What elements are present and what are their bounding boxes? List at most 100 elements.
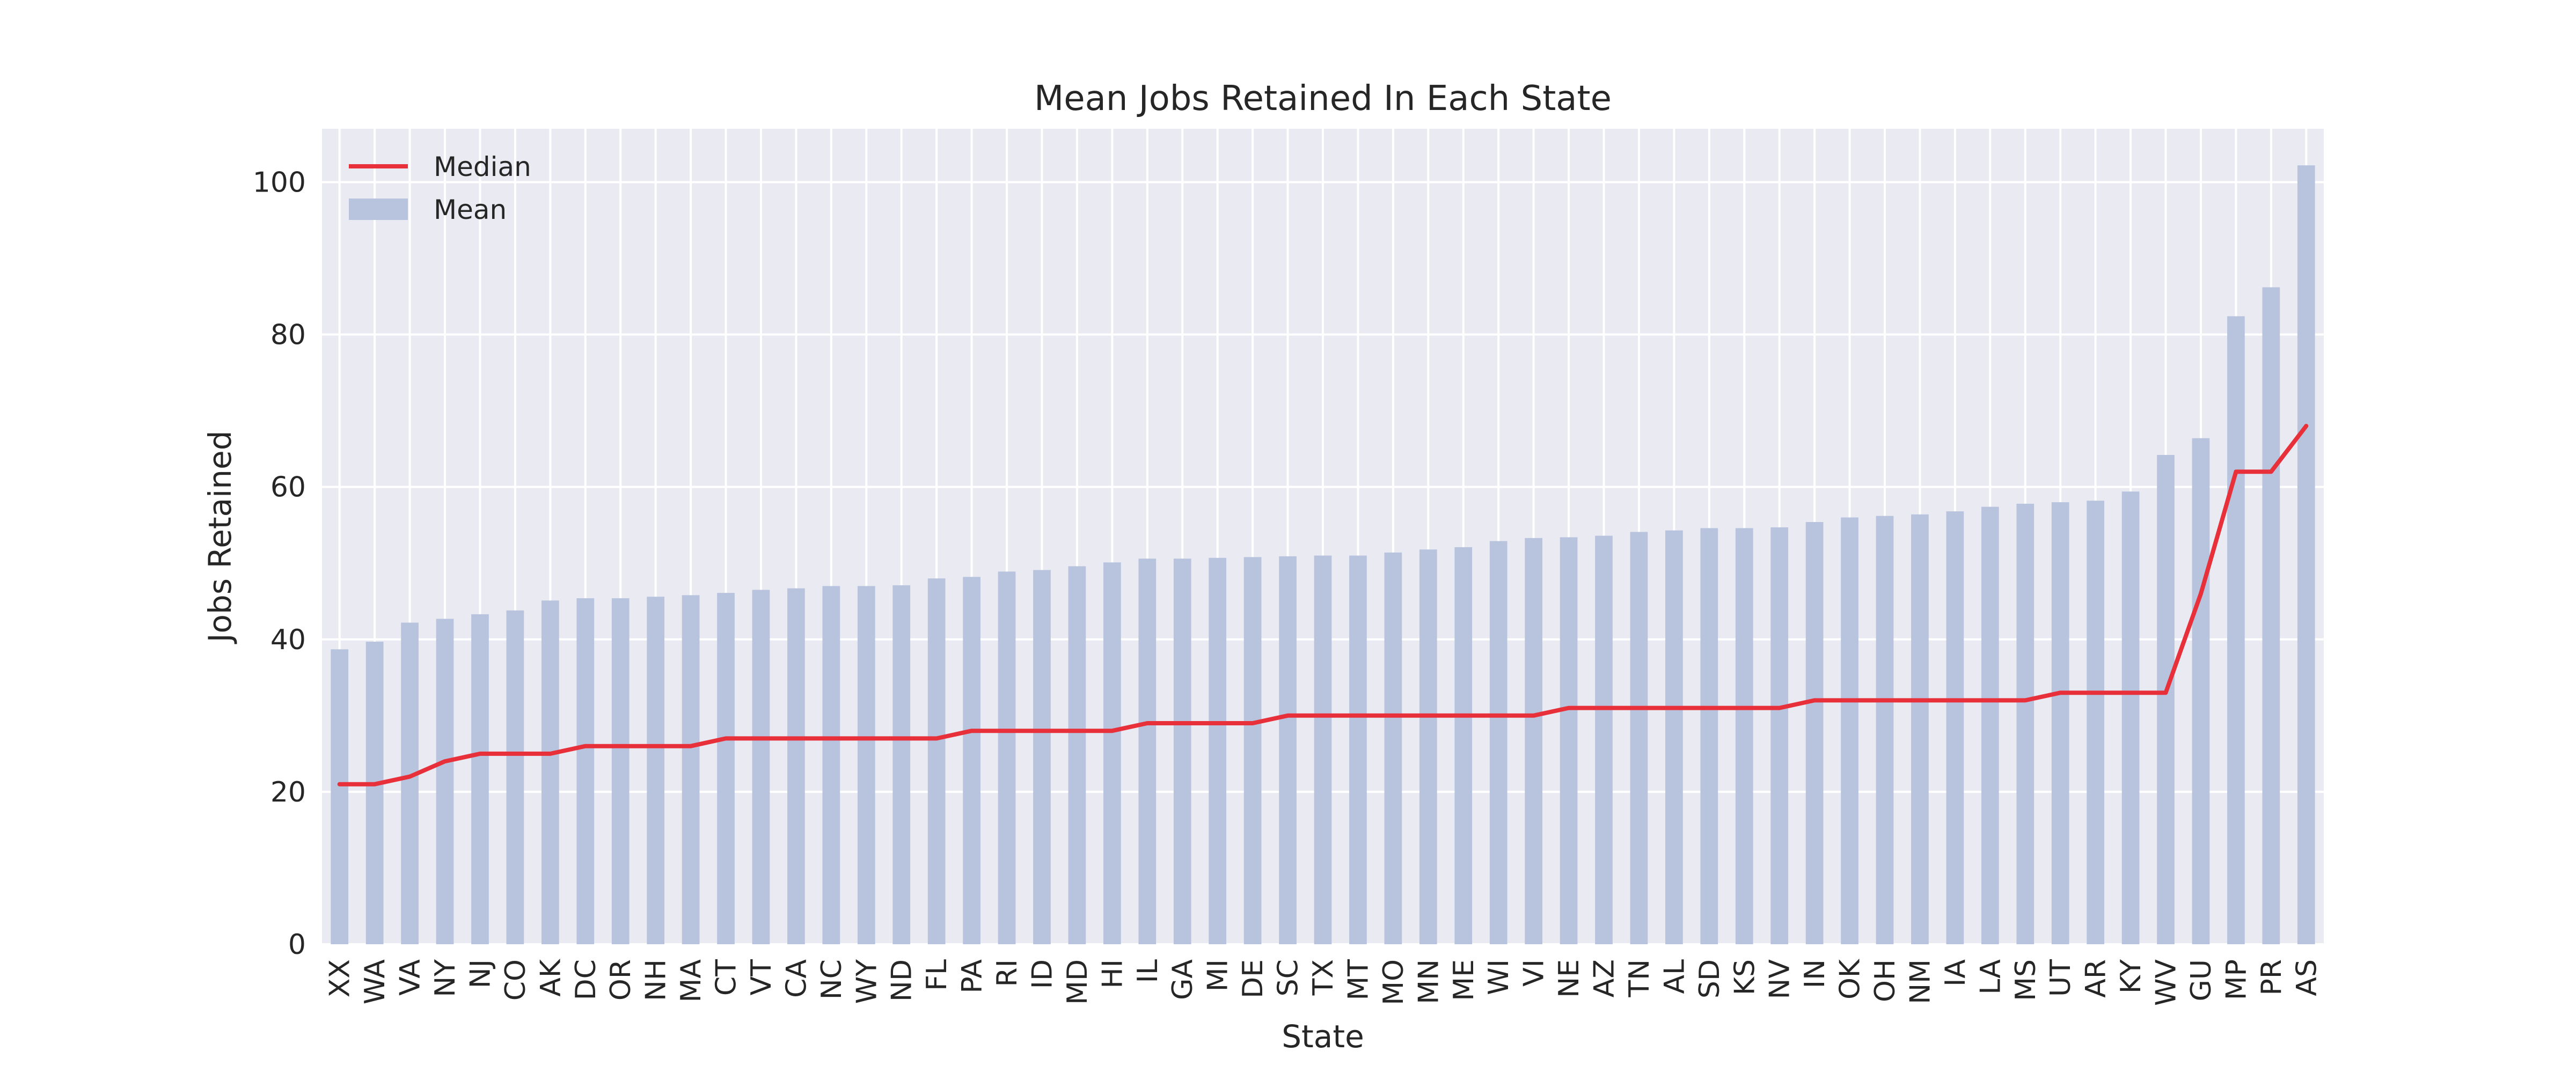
x-tick-label: KY (2115, 959, 2147, 994)
x-tick-label: AK (535, 958, 567, 997)
x-tick-label: MI (1202, 959, 1234, 991)
mean-bar (1173, 558, 1191, 944)
y-tick-label: 80 (270, 319, 306, 351)
mean-bar (1595, 535, 1613, 944)
legend: Median Mean (349, 151, 531, 225)
median-line (337, 424, 2309, 787)
mean-bar (1068, 566, 1086, 944)
mean-bar (998, 571, 1016, 944)
mean-bar (1419, 549, 1437, 944)
x-tick-label: WY (851, 959, 883, 1004)
x-tick-label: OH (1869, 959, 1901, 1002)
mean-bar (1630, 532, 1648, 944)
x-tick-label: GA (1167, 959, 1199, 1000)
x-tick-label: AR (2080, 959, 2112, 998)
x-tick-label: MD (1062, 959, 1094, 1005)
x-tick-label: RI (991, 959, 1023, 987)
x-tick-label: GU (2185, 959, 2218, 1001)
x-tick-label: VA (394, 959, 427, 996)
y-axis-label: Jobs Retained (202, 430, 238, 644)
mean-bar (1770, 527, 1789, 944)
mean-bar (1384, 552, 1402, 944)
mean-bar (1349, 555, 1367, 944)
mean-bar (1911, 514, 1929, 944)
mean-bar (2227, 316, 2245, 944)
x-tick-label: WI (1483, 959, 1515, 995)
legend-mean-label: Mean (434, 194, 507, 225)
mean-bar (576, 598, 595, 944)
x-tick-label: AS (2290, 959, 2323, 996)
mean-bar (1314, 555, 1332, 944)
mean-bar (2087, 501, 2105, 944)
mean-bar (1876, 516, 1894, 944)
mean-bars (331, 165, 2315, 945)
x-tick-label: IN (1799, 959, 1831, 988)
mean-bar (1560, 537, 1578, 944)
mean-bar (892, 585, 911, 944)
x-tick-label: TX (1307, 959, 1340, 996)
mean-bar (1525, 538, 1542, 944)
mean-bar (682, 595, 700, 944)
x-tick-label: NV (1764, 959, 1796, 999)
x-tick-label: DE (1237, 959, 1269, 998)
mean-bar (2157, 455, 2175, 944)
mean-bar (1489, 541, 1507, 944)
x-tick-label: DC (570, 959, 602, 1000)
x-tick-label: CT (711, 959, 743, 996)
mean-bar (401, 622, 419, 944)
x-tick-label: IL (1132, 959, 1164, 983)
legend-mean-swatch (349, 199, 408, 220)
x-tick-label: SC (1272, 959, 1305, 996)
x-tick-label: NC (816, 959, 848, 999)
x-tick-label: OR (605, 959, 637, 1001)
x-tick-label: MN (1413, 959, 1445, 1004)
x-tick-label: ID (1026, 959, 1058, 989)
mean-bar (822, 586, 840, 944)
x-tick-label: ND (886, 959, 918, 1002)
x-tick-label: ME (1448, 959, 1480, 1001)
x-tick-label: SD (1694, 959, 1726, 998)
x-tick-label: CA (780, 959, 813, 998)
mean-bar (1138, 558, 1157, 944)
mean-bar (1665, 530, 1683, 944)
x-tick-label: NH (640, 959, 672, 1001)
mean-bar (1209, 557, 1227, 944)
mean-bar (1454, 547, 1473, 944)
x-tick-label: LA (1974, 959, 2007, 995)
x-tick-label: FL (921, 959, 953, 991)
x-tick-label: PR (2256, 959, 2288, 996)
x-tick-label: MT (1342, 959, 1374, 1001)
y-tick-label: 100 (253, 166, 306, 199)
mean-bar (717, 593, 735, 944)
mean-bar (471, 614, 489, 944)
mean-bar (2297, 165, 2315, 945)
legend-median-label: Median (434, 151, 531, 182)
y-tick-label: 40 (270, 624, 306, 656)
x-tick-label: XX (324, 959, 356, 997)
mean-bar (1279, 556, 1297, 944)
mean-bar (1735, 528, 1753, 944)
mean-bar (1841, 517, 1858, 944)
mean-bar (787, 588, 805, 944)
mean-bar (1805, 522, 1824, 944)
x-tick-label: OK (1834, 958, 1867, 999)
mean-bar (331, 649, 349, 944)
x-tick-label: MO (1378, 959, 1410, 1005)
mean-bar (1981, 506, 1999, 944)
mean-bar (2192, 438, 2210, 944)
x-tick-label: NY (429, 959, 462, 997)
mean-bar (857, 586, 875, 944)
mean-bar (1033, 570, 1051, 944)
x-tick-label: WA (359, 959, 391, 1005)
x-tick-label: AZ (1589, 959, 1621, 997)
x-tick-label: CO (500, 959, 532, 1001)
x-tick-label: MA (675, 959, 707, 1003)
mean-bar (541, 600, 559, 944)
mean-bar (2121, 491, 2140, 944)
x-tick-label: VT (745, 959, 778, 996)
mean-bar (1700, 528, 1718, 944)
x-tick-label: WV (2150, 959, 2183, 1006)
mean-bar (647, 597, 665, 944)
y-tick-label: 0 (288, 929, 306, 961)
